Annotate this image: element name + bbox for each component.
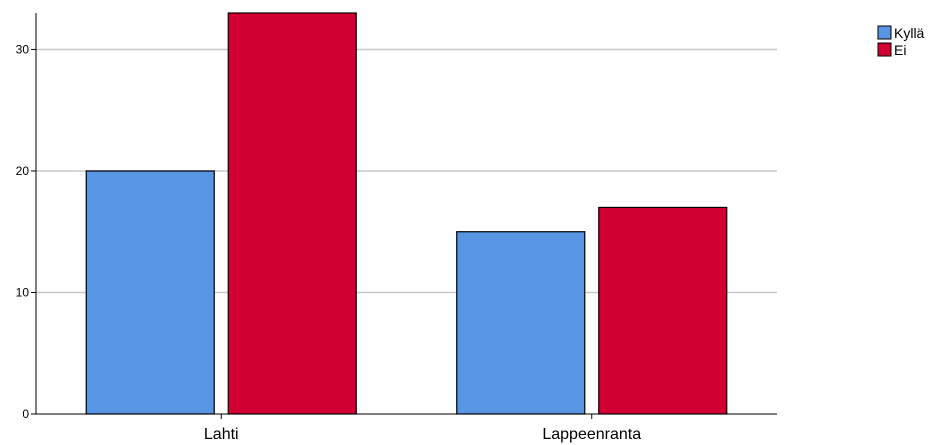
bars (85, 12, 728, 415)
legend-swatch (877, 25, 892, 40)
x-tick-label: Lappeenranta (542, 426, 641, 443)
legend-swatch (877, 42, 892, 57)
y-tick-label: 0 (22, 407, 29, 421)
y-axis-ticks: 0 10 20 30 (16, 42, 36, 421)
x-axis-labels: Lahti Lappeenranta (204, 414, 641, 443)
bar-ei-lappeenranta (598, 206, 728, 415)
y-tick-label: 10 (16, 285, 30, 299)
legend-label: Kyllä (894, 25, 925, 41)
x-tick-label: Lahti (204, 426, 239, 443)
y-tick-label: 20 (16, 164, 30, 178)
bar-ei-lahti (227, 12, 357, 415)
legend-label: Ei (894, 42, 906, 58)
axes (35, 13, 777, 415)
bar-kyll--lahti (85, 170, 215, 415)
bar-kyll--lappeenranta (456, 231, 586, 415)
y-tick-label: 30 (16, 42, 30, 56)
